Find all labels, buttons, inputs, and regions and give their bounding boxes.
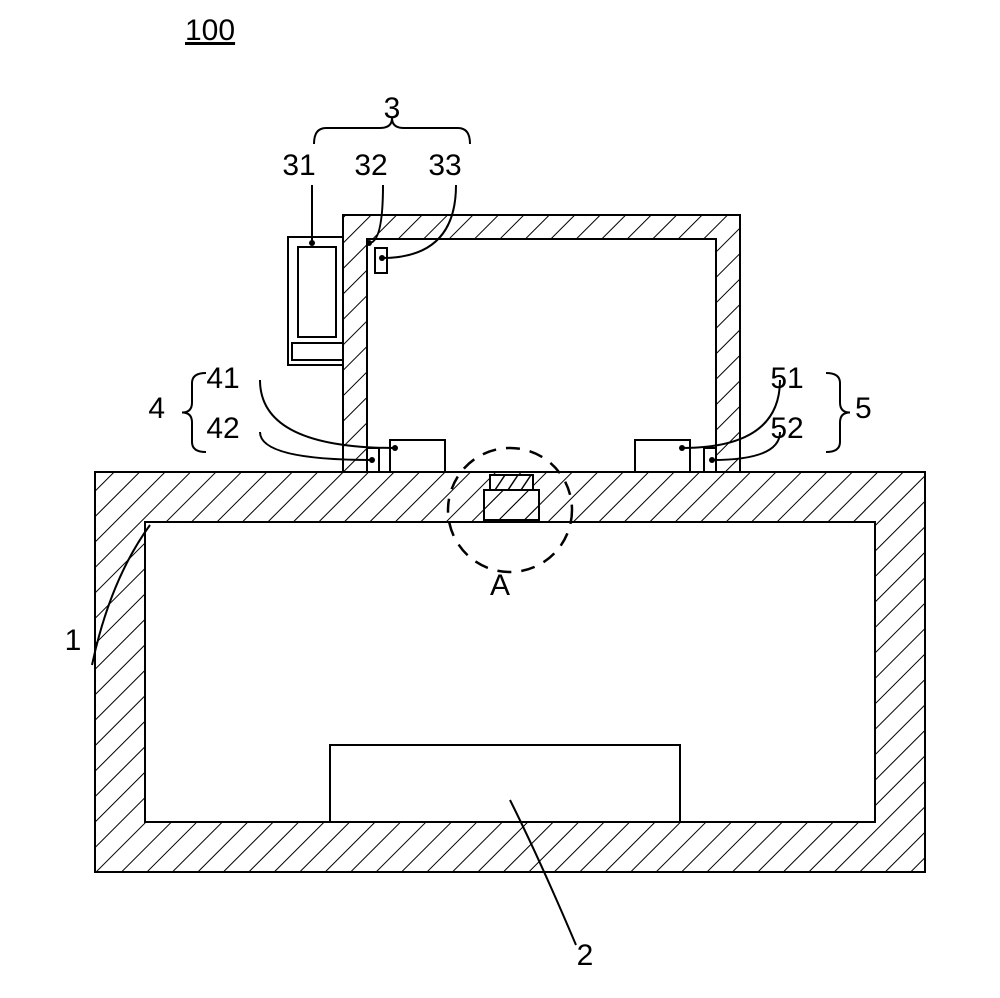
label-4: 4 bbox=[148, 392, 165, 425]
label-52: 52 bbox=[770, 412, 803, 445]
label-1: 1 bbox=[65, 624, 82, 657]
label-a: A bbox=[490, 569, 510, 602]
label-32: 32 bbox=[354, 149, 387, 182]
label-31: 31 bbox=[282, 149, 315, 182]
center-detail-a bbox=[484, 475, 539, 520]
technical-diagram: 100 3 31 32 33 4 41 42 5 51 52 A 1 2 bbox=[0, 0, 1000, 998]
figure-number: 100 bbox=[185, 14, 235, 47]
label-3: 3 bbox=[384, 92, 401, 125]
label-33: 33 bbox=[428, 149, 461, 182]
label-51: 51 bbox=[770, 362, 803, 395]
label-42: 42 bbox=[206, 412, 239, 445]
element-51 bbox=[635, 440, 690, 472]
brace-group-4 bbox=[182, 373, 206, 452]
brace-group-5 bbox=[826, 373, 850, 452]
element-41 bbox=[390, 440, 445, 472]
upper-body bbox=[343, 215, 740, 472]
label-2: 2 bbox=[577, 939, 594, 972]
side-box-31 bbox=[288, 237, 343, 365]
lower-body bbox=[95, 472, 925, 872]
label-41: 41 bbox=[206, 362, 239, 395]
label-5: 5 bbox=[855, 392, 872, 425]
